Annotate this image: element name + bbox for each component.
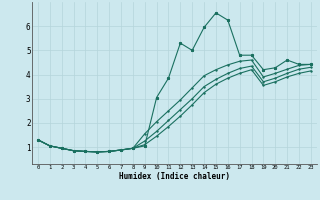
X-axis label: Humidex (Indice chaleur): Humidex (Indice chaleur) (119, 172, 230, 181)
